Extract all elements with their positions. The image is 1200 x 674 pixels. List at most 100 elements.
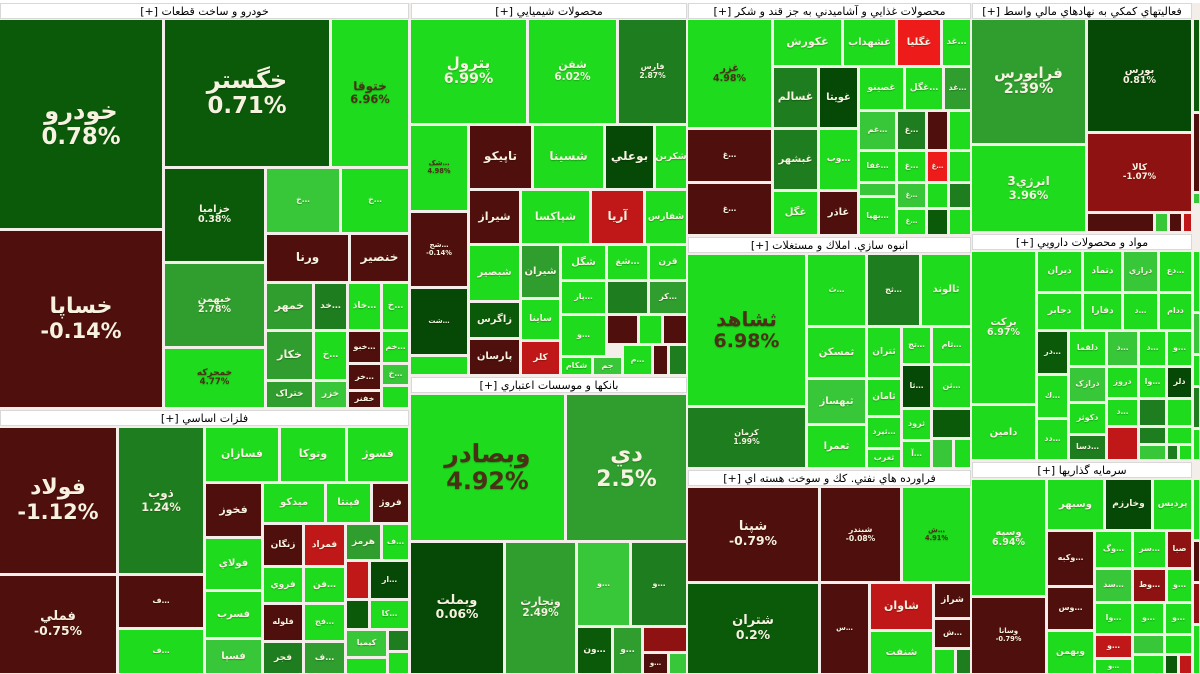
treemap-tile[interactable]: …غ [898, 152, 925, 181]
treemap-tile[interactable] [644, 628, 686, 651]
treemap-tile[interactable]: شیراز [470, 191, 519, 243]
treemap-tile[interactable]: …دسا [1070, 436, 1105, 459]
treemap-tile[interactable]: شنفت [871, 632, 932, 673]
treemap-tile[interactable] [1184, 214, 1191, 231]
treemap-tile[interactable]: …و [1166, 604, 1191, 633]
treemap-tile[interactable] [654, 346, 667, 374]
treemap-tile[interactable]: خزر [315, 382, 346, 407]
treemap-tile[interactable]: وتوکا [281, 428, 345, 481]
treemap-tile[interactable] [1194, 356, 1199, 385]
treemap-tile[interactable]: …وس [1048, 588, 1093, 629]
treemap-tile[interactable]: …د [1108, 332, 1137, 365]
treemap-tile[interactable]: …دع [1160, 252, 1191, 291]
treemap-tile[interactable]: زنگان [264, 525, 302, 565]
treemap-tile[interactable]: شپنا -0.79% [688, 488, 818, 581]
treemap-tile[interactable]: فجر [264, 643, 302, 673]
treemap-tile[interactable]: خنصیر [351, 235, 408, 281]
sector-header-chemicals[interactable]: محصولات شيميايي [+] [411, 3, 687, 19]
treemap-tile[interactable] [1194, 480, 1199, 539]
treemap-tile[interactable]: …کر [650, 282, 686, 313]
treemap-tile[interactable]: …م [624, 346, 651, 374]
treemap-tile[interactable]: ثتران [868, 328, 900, 377]
sector-header-oil[interactable]: فراورده هاي نفتي. كك و سوخت هسته اي [+] [688, 470, 971, 486]
treemap-tile[interactable] [1168, 400, 1191, 425]
treemap-tile[interactable]: …وکبه [1048, 532, 1093, 585]
treemap-tile[interactable]: شبندر -0.08% [821, 488, 900, 581]
treemap-tile[interactable]: …غ [928, 152, 947, 181]
treemap-tile[interactable]: …و [1096, 636, 1131, 657]
treemap-tile[interactable]: …ثا [903, 366, 930, 407]
treemap-tile[interactable]: دلر [1168, 368, 1191, 397]
treemap-tile[interactable]: شسینا [534, 126, 603, 188]
treemap-tile[interactable]: شکربن [656, 126, 686, 188]
treemap-tile[interactable]: …تج [903, 328, 930, 363]
treemap-tile[interactable]: …پار [562, 282, 605, 313]
treemap-tile[interactable]: فولاي [206, 539, 261, 589]
treemap-tile[interactable]: …خبو [349, 332, 380, 362]
treemap-tile[interactable]: فملي -0.75% [0, 576, 116, 673]
treemap-tile[interactable]: …غ [688, 130, 771, 181]
treemap-tile[interactable]: …و [578, 543, 629, 625]
treemap-tile[interactable]: خزامیا 0.38% [165, 169, 264, 261]
treemap-tile[interactable] [347, 659, 386, 673]
treemap-tile[interactable] [950, 152, 970, 181]
treemap-tile[interactable]: …ف [119, 630, 203, 673]
treemap-tile[interactable] [1166, 656, 1177, 673]
treemap-tile[interactable]: فسپا [206, 640, 261, 673]
treemap-tile[interactable]: برکت 6.97% [972, 252, 1035, 403]
treemap-tile[interactable]: …شت [411, 289, 467, 354]
treemap-tile[interactable]: دروز [1108, 368, 1137, 397]
treemap-tile[interactable] [411, 357, 467, 374]
treemap-tile[interactable]: فخوز [206, 484, 261, 536]
treemap-tile[interactable] [347, 601, 368, 628]
treemap-tile[interactable]: غصینو [860, 68, 903, 109]
sector-header-pharma[interactable]: مواد و محصولات دارويي [+] [972, 234, 1192, 250]
treemap-tile[interactable]: …شک 4.98% [411, 126, 467, 210]
sector-header-financial-aux[interactable]: فعاليتهاي كمكي به نهادهاي مالي واسط [+] [972, 3, 1192, 19]
treemap-tile[interactable] [1140, 400, 1165, 425]
treemap-tile[interactable]: کلر [522, 342, 559, 374]
treemap-tile[interactable] [928, 184, 947, 207]
treemap-tile[interactable] [955, 440, 970, 467]
treemap-tile[interactable]: …خ [342, 169, 408, 232]
treemap-tile[interactable]: انرژي3 3.96% [972, 146, 1085, 231]
treemap-tile[interactable]: شتران 0.2% [688, 584, 818, 673]
treemap-tile[interactable]: …وا [1140, 368, 1165, 397]
treemap-tile[interactable] [1168, 446, 1177, 459]
treemap-tile[interactable] [664, 316, 686, 343]
treemap-tile[interactable] [1194, 542, 1199, 581]
treemap-tile[interactable]: فروژ [373, 484, 408, 522]
treemap-tile[interactable] [1180, 656, 1191, 673]
treemap-tile[interactable] [1194, 388, 1199, 427]
sector-header-investments[interactable]: سرمايه گذاريها [+] [972, 462, 1192, 478]
treemap-tile[interactable]: آریا [592, 191, 643, 243]
treemap-tile[interactable]: وبملت 0.06% [411, 543, 503, 673]
treemap-tile[interactable]: دکوثر [1070, 404, 1105, 433]
treemap-tile[interactable] [1166, 636, 1191, 653]
treemap-tile[interactable] [1194, 114, 1199, 191]
treemap-tile[interactable]: غزر 4.98% [688, 20, 771, 127]
treemap-tile[interactable]: هرمز [347, 525, 380, 559]
treemap-tile[interactable]: …غم [860, 112, 895, 149]
treemap-tile[interactable]: ثشاهد 6.98% [688, 255, 805, 405]
treemap-tile[interactable]: …خ [315, 332, 346, 379]
treemap-tile[interactable] [640, 316, 661, 343]
treemap-tile[interactable]: …غ [898, 112, 925, 149]
treemap-tile[interactable]: ددام [1160, 294, 1191, 329]
treemap-tile[interactable] [933, 440, 952, 467]
treemap-tile[interactable]: …ثج [868, 255, 919, 325]
treemap-tile[interactable]: …شج -0.14% [411, 213, 467, 286]
treemap-tile[interactable] [935, 650, 954, 673]
treemap-tile[interactable]: فمراد [305, 525, 344, 565]
treemap-tile[interactable]: شپاکسا [522, 191, 589, 243]
treemap-tile[interactable]: درازي [1124, 252, 1157, 291]
treemap-tile[interactable] [1194, 252, 1199, 311]
treemap-tile[interactable]: کیمیا [347, 631, 386, 656]
treemap-tile[interactable] [860, 184, 895, 195]
treemap-tile[interactable]: …ون [578, 628, 611, 673]
treemap-tile[interactable]: …و [562, 316, 605, 355]
treemap-tile[interactable]: …و [632, 543, 686, 625]
treemap-tile[interactable]: …خم [383, 332, 408, 362]
treemap-tile[interactable]: فلوله [264, 605, 302, 640]
treemap-tile[interactable]: …و [1168, 570, 1191, 601]
